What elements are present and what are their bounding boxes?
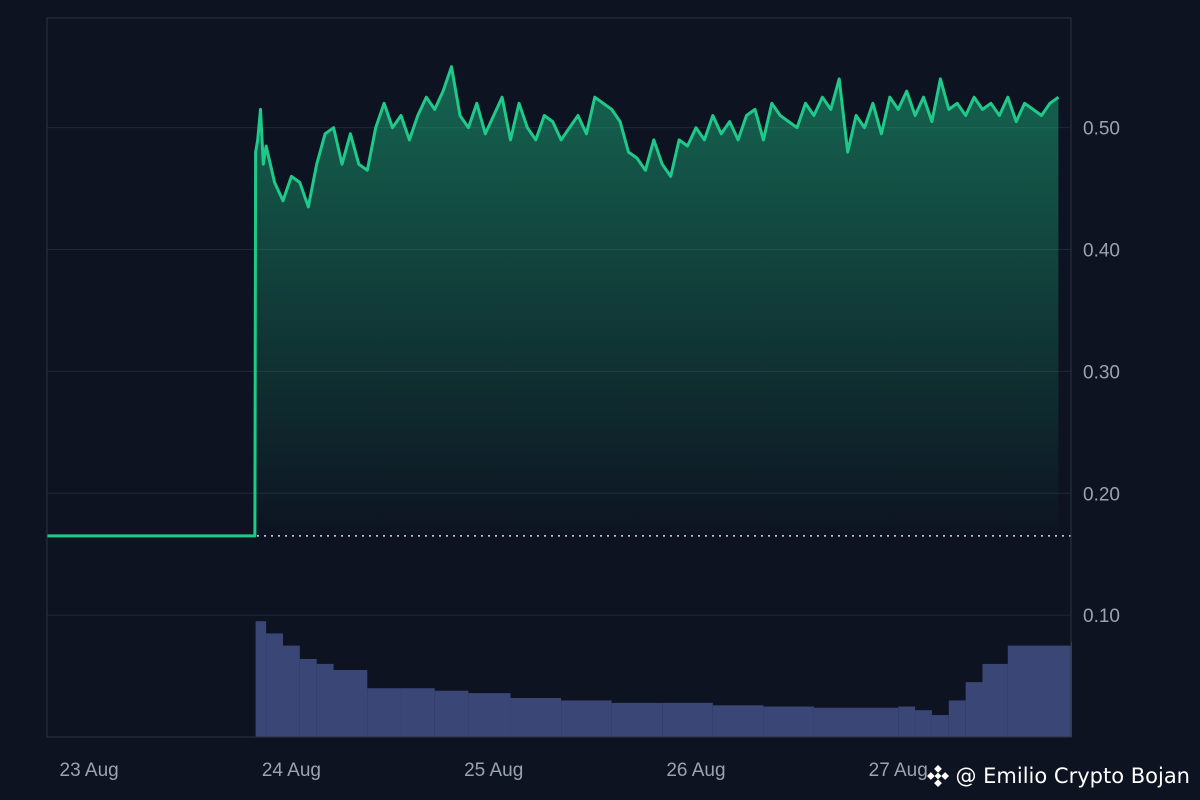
volume-bar: [712, 705, 764, 737]
x-tick-label: 27 Aug: [869, 760, 928, 781]
y-tick-label: 0.40: [1083, 241, 1120, 262]
volume-bar: [367, 688, 401, 737]
volume-bar: [898, 706, 916, 737]
volume-bar: [813, 707, 865, 737]
volume-bar: [316, 663, 334, 737]
volume-bar: [333, 669, 368, 737]
x-tick-label: 23 Aug: [60, 760, 119, 781]
price-line: [47, 65, 1060, 538]
binance-diamond-icon: [927, 765, 950, 787]
volume-bar: [662, 702, 713, 737]
volume-bar: [400, 688, 435, 737]
y-tick-label: 0.30: [1083, 362, 1120, 383]
y-axis-ticks: 0.10 0.20 0.30 0.40 0.50: [1083, 119, 1120, 627]
volume-bar: [611, 702, 663, 737]
volume-bar: [282, 645, 300, 737]
volume-bar: [266, 633, 283, 737]
price-area-fill: [47, 66, 1059, 536]
volume-bars: [255, 621, 1072, 737]
volume-bar: [965, 682, 983, 737]
volume-bar: [434, 690, 469, 737]
volume-bar: [763, 706, 814, 737]
volume-bar: [299, 659, 317, 737]
plot-frame: [46, 17, 1072, 738]
y-tick-label: 0.20: [1083, 484, 1120, 505]
x-tick-label: 25 Aug: [464, 760, 523, 781]
volume-bar: [864, 707, 899, 737]
volume-bar: [931, 715, 949, 737]
x-axis-ticks: 23 Aug 24 Aug 25 Aug 26 Aug 27 Aug: [60, 760, 928, 781]
volume-bar: [468, 693, 511, 737]
volume-bar: [561, 700, 612, 737]
volume-bar: [510, 698, 562, 737]
y-tick-label: 0.50: [1083, 119, 1120, 140]
x-tick-label: 26 Aug: [666, 760, 725, 781]
volume-bar: [255, 621, 267, 737]
volume-bar: [982, 663, 1008, 737]
watermark: @ Emilio Crypto Bojan: [927, 764, 1190, 788]
watermark-text: @ Emilio Crypto Bojan: [955, 764, 1190, 788]
volume-bar: [1007, 645, 1071, 737]
volume-bar: [915, 710, 932, 737]
volume-bar: [948, 700, 966, 737]
y-tick-label: 0.10: [1083, 606, 1120, 627]
x-tick-label: 24 Aug: [262, 760, 321, 781]
